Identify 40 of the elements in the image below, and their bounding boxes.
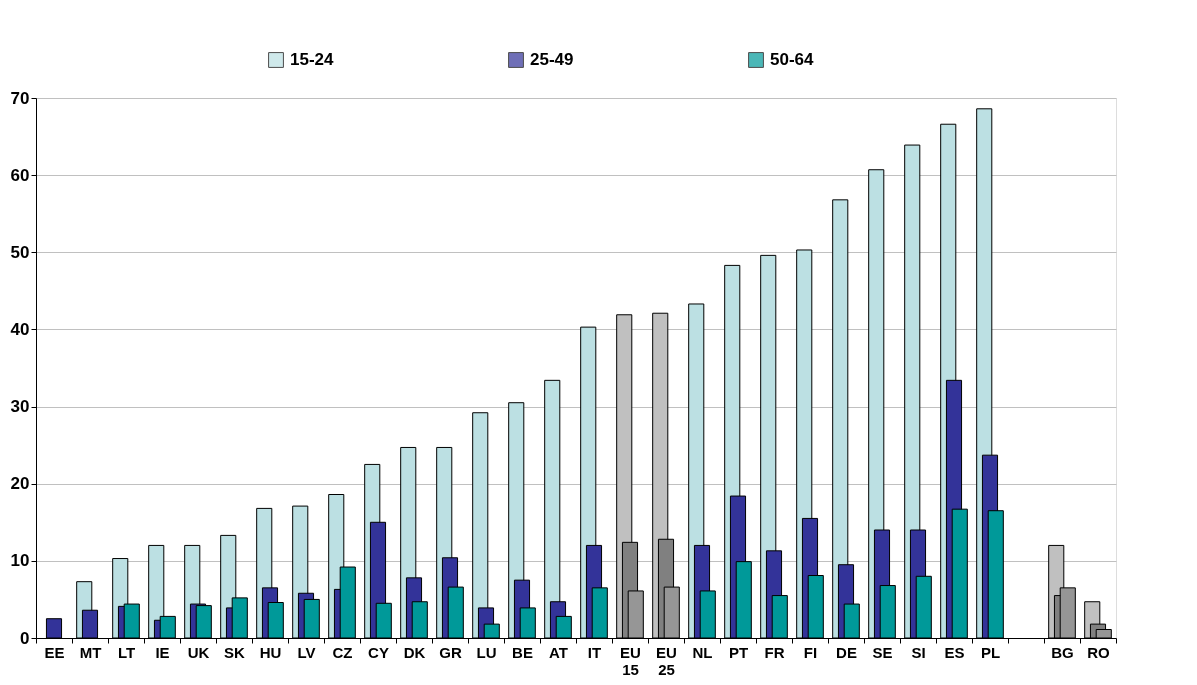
y-tick-label: 70 (10, 88, 30, 108)
legend-label: 25-49 (530, 50, 574, 69)
y-tick-label: 0 (20, 628, 30, 648)
x-tick-label: PL (980, 643, 1001, 661)
x-tick-label: CZ (332, 643, 353, 661)
x-tick-label: FI (803, 643, 818, 661)
x-tick-label: IE (155, 643, 170, 661)
x-tick-label: IT (587, 643, 602, 661)
x-tick-label: EE (44, 643, 65, 661)
x-tick-label: DK (403, 643, 426, 661)
y-tick-label: 20 (10, 474, 30, 494)
x-tick-label: BG (1051, 643, 1074, 661)
x-tick-label: FR (764, 643, 785, 661)
x-tick-label: SK (224, 643, 246, 661)
x-tick-label: PT (728, 643, 749, 661)
x-tick-label: HU (259, 643, 282, 661)
legend-label: 15-24 (290, 50, 335, 69)
x-tick-label: LU (476, 643, 497, 661)
x-tick-label: AT (549, 643, 568, 661)
x-tick-label: MT (79, 643, 102, 661)
y-tick-label: 10 (10, 551, 30, 571)
y-tick-label: 50 (10, 242, 30, 262)
y-tick-label: 40 (10, 319, 30, 339)
x-tick-label: SE (872, 643, 893, 661)
x-tick-label: NL (692, 643, 713, 661)
x-tick-label: SI (911, 643, 926, 661)
y-tick-label: 60 (10, 165, 30, 185)
x-tick-label: GR (439, 643, 462, 661)
legend-label: 50-64 (770, 50, 815, 69)
x-tick-label: ES (944, 643, 965, 661)
x-tick-label: UK (187, 643, 210, 661)
x-tick-label: EU 15 (620, 643, 641, 678)
x-tick-label: LT (117, 643, 136, 661)
x-tick-label: LV (297, 643, 316, 661)
x-tick-label: DE (836, 643, 857, 661)
x-tick-label: BE (512, 643, 533, 661)
x-tick-label: CY (368, 643, 389, 661)
x-tick-label: EU 25 (656, 643, 677, 678)
x-tick-label: RO (1087, 643, 1111, 661)
y-tick-label: 30 (10, 397, 30, 417)
